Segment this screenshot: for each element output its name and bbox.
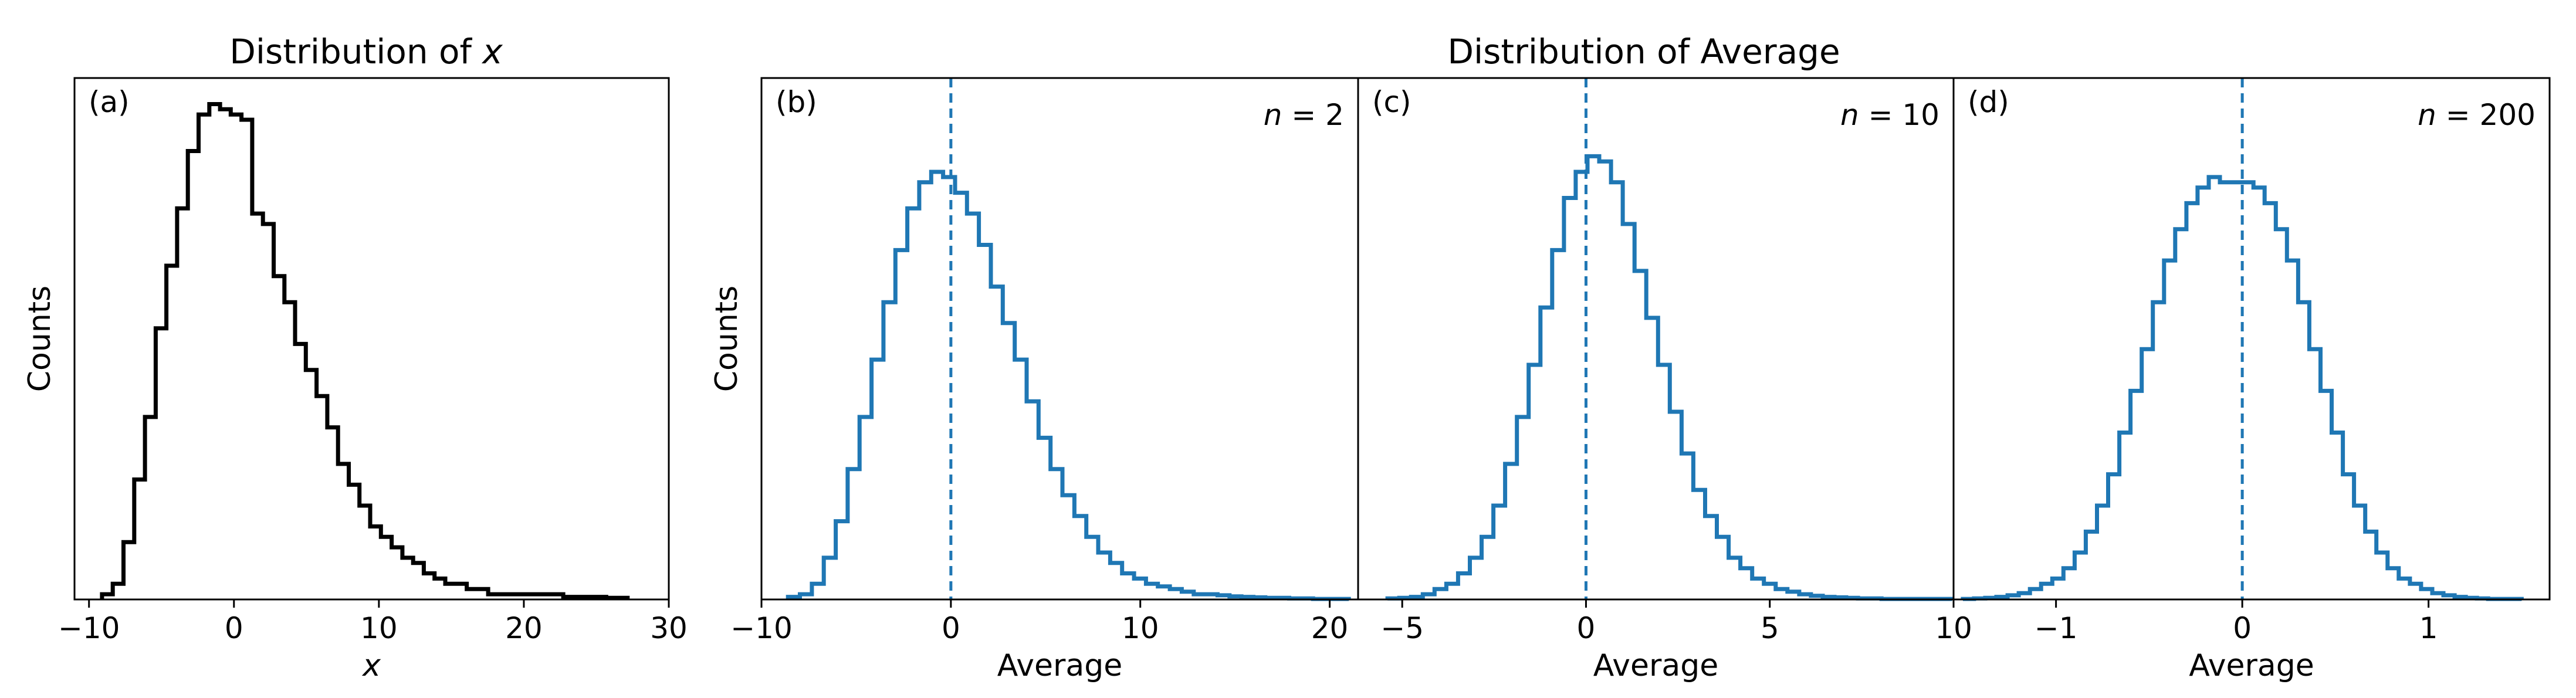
n-label-d: n = 200 <box>2418 98 2536 132</box>
x-axis-label-d: Average <box>2189 648 2314 683</box>
axes-frame-b <box>760 77 1359 601</box>
n-label-b: n = 2 <box>1264 98 1344 132</box>
n-label-var-d: n <box>2418 98 2436 132</box>
x-tick-label-c: 5 <box>1761 611 1779 645</box>
panel-label-b: (b) <box>776 85 817 119</box>
panel-label-d: (d) <box>1968 85 2009 119</box>
panel-c: −5 0 5 10 Average (c) n = 10 <box>1357 77 1972 683</box>
x-axis-label-c: Average <box>1593 648 1719 683</box>
n-label-value-c: = 10 <box>1859 98 1939 132</box>
x-tick-label-a: −10 <box>58 611 120 645</box>
y-axis-label-a: Counts <box>22 286 57 392</box>
histogram-c <box>1385 154 1954 601</box>
panel-label-c: (c) <box>1372 85 1411 119</box>
x-axis-label-b: Average <box>997 648 1123 683</box>
left-title-text: Distribution of <box>229 32 472 72</box>
x-tick-label-c: 0 <box>1577 611 1596 645</box>
panel-label-a: (a) <box>89 85 130 119</box>
axes-frame-a <box>73 77 670 601</box>
histogram-a <box>100 102 630 600</box>
x-tick-label-b: −10 <box>730 611 793 645</box>
x-tick-label-d: 0 <box>2233 611 2252 645</box>
n-label-value-d: = 200 <box>2436 98 2536 132</box>
x-tick-label-a: 0 <box>225 611 243 645</box>
n-label-value-b: = 2 <box>1282 98 1345 132</box>
y-axis-label-b: Counts <box>709 286 744 392</box>
histogram-b <box>786 170 1351 601</box>
x-tick-label-b: 20 <box>1311 611 1349 645</box>
x-tick-label-c: 10 <box>1935 611 1972 645</box>
axes-frame-d <box>1952 77 2551 601</box>
x-tick-label-d: −1 <box>2035 611 2078 645</box>
n-label-c: n = 10 <box>1840 98 1939 132</box>
x-axis-label-a: x <box>361 648 381 683</box>
x-tick-label-a: 30 <box>650 611 688 645</box>
n-label-var-c: n <box>1840 98 1859 132</box>
x-tick-label-a: 20 <box>505 611 543 645</box>
left-figure-title: Distribution of x <box>229 32 503 72</box>
axes-frame-c <box>1357 77 1955 601</box>
n-label-var-b: n <box>1264 98 1282 132</box>
histogram-d <box>1961 175 2524 601</box>
right-figure-title: Distribution of Average <box>1447 32 1840 72</box>
x-tick-label-b: 0 <box>942 611 960 645</box>
panel-d: −1 0 1 Average (d) n = 200 <box>1952 77 2551 683</box>
x-tick-label-c: −5 <box>1380 611 1424 645</box>
left-title-var: x <box>481 32 503 72</box>
x-tick-label-a: 10 <box>360 611 398 645</box>
panel-b: −10 0 10 20 Average Counts (b) n = 2 <box>709 77 1359 683</box>
x-tick-label-b: 10 <box>1122 611 1159 645</box>
x-tick-label-d: 1 <box>2419 611 2438 645</box>
panel-a: −10 0 10 20 30 x Counts (a) <box>22 77 688 683</box>
